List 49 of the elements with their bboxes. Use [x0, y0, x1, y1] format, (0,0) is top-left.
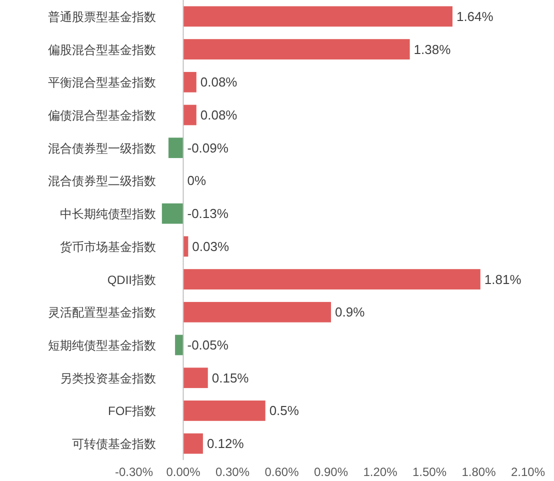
- y-tick-label: 可转债基金指数: [72, 437, 156, 452]
- data-label: 1.81%: [484, 272, 522, 287]
- y-tick-label: 普通股票型基金指数: [48, 10, 156, 24]
- y-tick-label: 中长期纯债型指数: [60, 207, 156, 222]
- data-label: 0%: [187, 173, 206, 188]
- bar: [183, 433, 203, 454]
- x-tick-label: 2.10%: [510, 465, 546, 479]
- bar: [162, 203, 184, 224]
- bar: [183, 6, 452, 27]
- data-label: 1.64%: [456, 8, 494, 24]
- y-tick-label: QDII指数: [107, 272, 156, 287]
- y-tick-label: 平衡混合型基金指数: [48, 76, 156, 90]
- data-label: -0.09%: [187, 140, 229, 156]
- x-tick-label: 0.90%: [314, 465, 348, 479]
- data-label: 0.5%: [269, 403, 300, 418]
- y-tick-label: 短期纯债型基金指数: [48, 338, 156, 352]
- y-tick-label: 灵活配置型基金指数: [48, 306, 156, 320]
- x-tick-label: 0.00%: [166, 465, 201, 479]
- data-label: -0.13%: [187, 206, 229, 222]
- data-label: 1.38%: [414, 42, 452, 57]
- x-tick-label: 0.30%: [215, 465, 250, 479]
- x-tick-label: -0.30%: [114, 465, 154, 479]
- bar: [175, 334, 184, 356]
- data-label: 0.03%: [192, 238, 230, 254]
- data-label: -0.05%: [187, 338, 229, 352]
- y-tick-label: 混合债券型一级指数: [48, 141, 156, 156]
- y-tick-label: 偏债混合型基金指数: [48, 108, 156, 122]
- bar: [183, 400, 266, 421]
- data-label: 0.08%: [200, 74, 238, 90]
- bar: [183, 104, 196, 126]
- x-tick-label: 1.20%: [363, 465, 398, 479]
- data-label: 0.12%: [206, 436, 244, 452]
- y-tick-label: FOF指数: [108, 404, 156, 418]
- y-tick-label: 货币市场基金指数: [60, 240, 156, 254]
- x-tick-label: 1.80%: [462, 465, 496, 479]
- bar: [168, 138, 184, 158]
- x-tick-label: 0.60%: [264, 465, 300, 479]
- data-label: 0.08%: [200, 108, 238, 122]
- x-tick-label: 1.50%: [412, 465, 447, 479]
- bar: [183, 368, 208, 388]
- bar: [183, 269, 480, 290]
- y-tick-label: 偏股混合型基金指数: [48, 42, 156, 57]
- y-tick-label: 混合债券型二级指数: [48, 174, 156, 188]
- y-tick-label: 另类投资基金指数: [60, 371, 156, 386]
- data-label: 0.15%: [212, 370, 250, 386]
- bar: [183, 72, 196, 92]
- bar: [183, 39, 410, 60]
- bar: [183, 302, 331, 322]
- data-label: 0.9%: [335, 304, 366, 320]
